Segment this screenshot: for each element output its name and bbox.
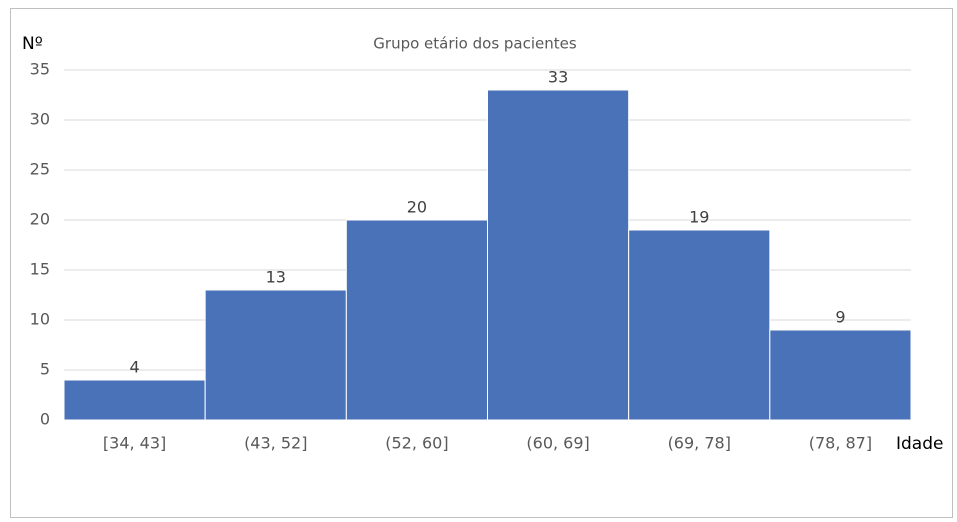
bar (628, 229, 771, 421)
bar (63, 379, 206, 421)
bar (487, 89, 630, 421)
data-label: 4 (129, 358, 139, 377)
data-label: 13 (266, 268, 286, 287)
y-tick-label: 10 (30, 310, 50, 329)
x-tick-label: (43, 52] (244, 434, 307, 453)
x-axis-label: Idade (896, 434, 943, 454)
x-tick-label: [34, 43] (103, 434, 166, 453)
bar (345, 219, 489, 421)
y-tick-label: 20 (30, 210, 50, 229)
y-tick-label: 15 (30, 260, 50, 279)
data-label: 9 (835, 308, 845, 327)
x-tick-label: (52, 60] (385, 434, 448, 453)
data-label: 20 (407, 198, 427, 217)
x-tick-label: (60, 69] (526, 434, 589, 453)
y-tick-label: 30 (30, 110, 50, 129)
y-axis-label: Nº (22, 34, 43, 54)
data-label: 19 (689, 208, 709, 227)
y-tick-label: 5 (40, 360, 50, 379)
data-label: 33 (548, 68, 568, 87)
bar (204, 289, 347, 421)
y-tick-label: 35 (30, 60, 50, 79)
bar (769, 329, 912, 421)
y-tick-label: 25 (30, 160, 50, 179)
x-tick-label: (69, 78] (668, 434, 731, 453)
y-tick-label: 0 (40, 410, 50, 429)
x-tick-label: (78, 87] (809, 434, 872, 453)
chart-title: Grupo etário dos pacientes (373, 35, 577, 53)
